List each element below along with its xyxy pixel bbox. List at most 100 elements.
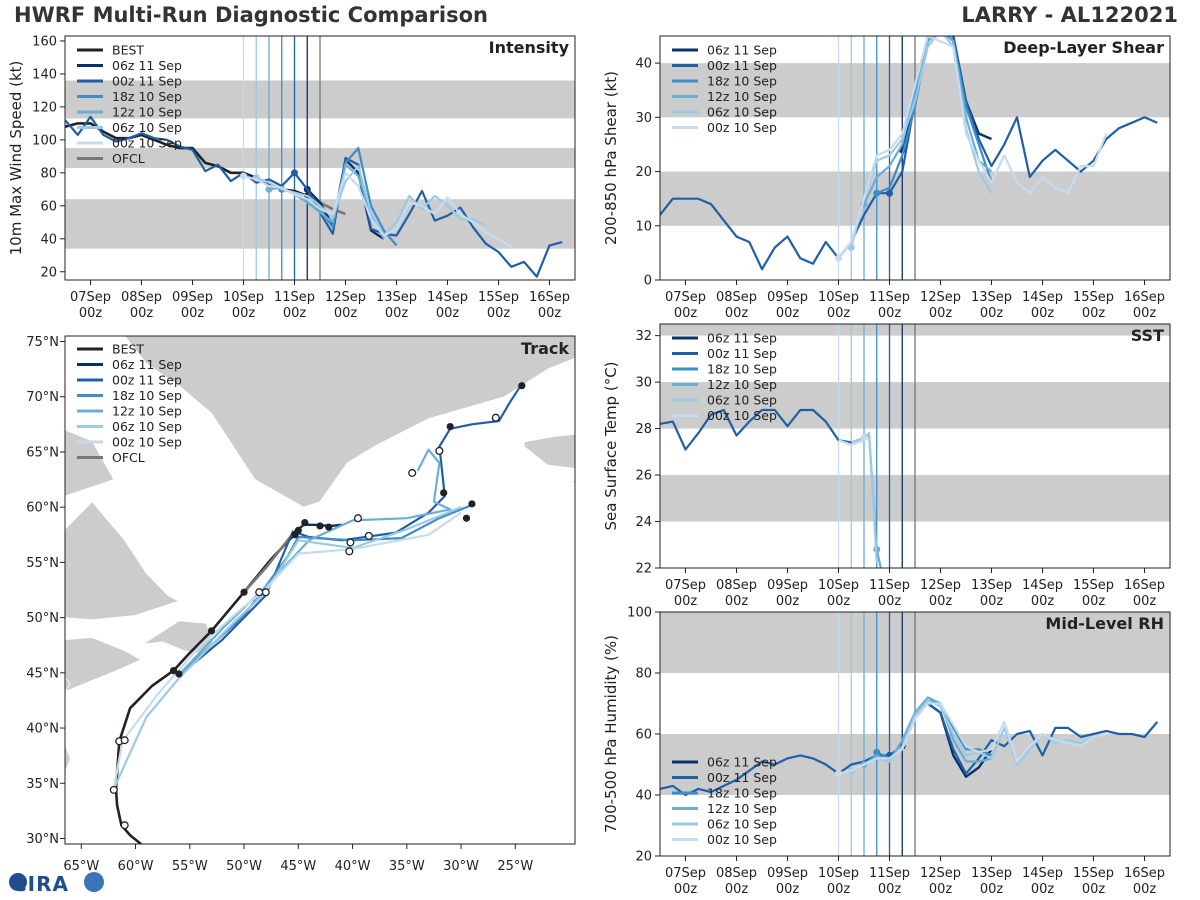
legend-label: 12z 10 Sep: [707, 377, 777, 392]
x-tick-label: 07Sep: [665, 578, 706, 593]
intensity-plot-area: [65, 36, 575, 280]
legend-label: 00z 10 Sep: [112, 435, 182, 450]
x-tick-label: 00z: [980, 882, 1004, 897]
x-tick-label: 14Sep: [1022, 578, 1063, 593]
legend-label: 00z 11 Sep: [112, 74, 182, 89]
legend-label: 12z 10 Sep: [707, 89, 777, 104]
y-axis-label: 10m Max Wind Speed (kt): [7, 61, 25, 256]
y-tick-label: 20: [40, 265, 57, 280]
y-tick-label: 75°N: [26, 335, 59, 350]
x-tick-label: 14Sep: [427, 290, 468, 305]
y-tick-label: 50°N: [26, 611, 59, 626]
x-tick-label: 00z: [1133, 594, 1157, 609]
x-tick-label: 00z: [1082, 306, 1106, 321]
x-tick-label: 00z: [538, 306, 562, 321]
x-tick-label: 11Sep: [869, 290, 910, 305]
plot-frame: [64, 35, 576, 281]
x-tick-label: 00z: [436, 306, 460, 321]
intensity-chart: 2040608010012014016007Sep00z08Sep00z09Se…: [7, 34, 576, 321]
x-tick-label: 09Sep: [767, 578, 808, 593]
y-tick-label: 40: [40, 232, 57, 247]
land-mass: [569, 480, 575, 484]
y-tick-label: 22: [635, 562, 652, 577]
x-tick-label: 30°W: [443, 859, 479, 874]
x-tick-label: 00z: [1082, 594, 1106, 609]
x-tick-label: 40°W: [335, 859, 371, 874]
x-tick-label: 00z: [232, 306, 256, 321]
x-tick-label: 13Sep: [971, 290, 1012, 305]
init-marker: [835, 770, 842, 778]
logo-text: CIRA: [12, 872, 69, 896]
shear-chart: 01020304007Sep00z08Sep00z09Sep00z10Sep00…: [602, 35, 1171, 321]
init-marker: [886, 189, 893, 197]
legend-label: 06z 10 Sep: [707, 105, 777, 120]
track-marker-filled: [325, 523, 333, 531]
land-mass: [65, 637, 142, 693]
x-tick-label: 16Sep: [1124, 578, 1165, 593]
storm-title: LARRY - AL122021: [961, 3, 1178, 27]
init-marker: [265, 185, 273, 193]
legend-label: OFCL: [112, 450, 145, 465]
x-tick-label: 10Sep: [223, 290, 264, 305]
x-tick-label: 00z: [776, 594, 800, 609]
legend-label: 00z 10 Sep: [707, 832, 777, 847]
x-tick-label: 14Sep: [1022, 866, 1063, 881]
y-tick-label: 60: [635, 728, 652, 743]
x-tick-label: 00z: [929, 306, 953, 321]
y-tick-label: 120: [32, 100, 57, 115]
x-tick-label: 13Sep: [971, 866, 1012, 881]
x-tick-label: 09Sep: [767, 866, 808, 881]
x-tick-label: 08Sep: [121, 290, 162, 305]
seal-icon: [84, 872, 104, 892]
legend-label: 00z 10 Sep: [707, 120, 777, 135]
legend-label: 18z 10 Sep: [112, 89, 182, 104]
track-line: [114, 529, 300, 844]
series-line: [838, 439, 865, 446]
legend-label: 06z 10 Sep: [707, 393, 777, 408]
legend-label: 00z 11 Sep: [707, 346, 777, 361]
rh-plot-area: [660, 612, 1170, 856]
shear-plot-area: [660, 36, 1170, 280]
init-marker: [835, 254, 842, 262]
series-line: [255, 165, 487, 237]
land-mass: [65, 336, 180, 621]
x-tick-label: 00z: [674, 306, 698, 321]
legend-label: 00z 11 Sep: [707, 58, 777, 73]
x-tick-label: 10Sep: [818, 866, 859, 881]
series-line: [876, 36, 993, 195]
track-marker-open: [364, 531, 373, 540]
legend-label: BEST: [112, 43, 144, 58]
x-tick-label: 00z: [878, 594, 902, 609]
x-tick-label: 16Sep: [1124, 290, 1165, 305]
x-tick-label: 65°W: [63, 859, 99, 874]
series-line: [838, 702, 1107, 775]
x-tick-label: 00z: [181, 306, 205, 321]
track-marker-open: [353, 514, 363, 523]
x-tick-label: 16Sep: [529, 290, 570, 305]
x-tick-label: 50°W: [226, 859, 262, 874]
y-tick-label: 100: [627, 606, 652, 621]
legend-label: 00z 10 Sep: [112, 136, 182, 151]
y-tick-label: 30°N: [26, 832, 59, 847]
track-marker-filled: [316, 522, 324, 530]
y-tick-label: 100: [32, 133, 57, 148]
x-tick-label: 35°W: [389, 859, 425, 874]
x-tick-label: 60°W: [118, 859, 154, 874]
legend-label: 06z 10 Sep: [707, 817, 777, 832]
chart-title: Intensity: [489, 38, 570, 57]
legend-label: 00z 10 Sep: [707, 408, 777, 423]
track-marker-open: [491, 413, 500, 422]
x-tick-label: 00z: [1031, 594, 1055, 609]
x-tick-label: 08Sep: [716, 290, 757, 305]
track-marker-filled: [468, 500, 476, 508]
land-mass: [65, 744, 71, 773]
y-tick-label: 45°N: [26, 666, 59, 681]
series-line: [850, 36, 993, 248]
legend-label: 06z 11 Sep: [112, 357, 182, 372]
x-tick-label: 45°W: [280, 859, 316, 874]
legend-label: 18z 10 Sep: [707, 786, 777, 801]
track-marker-open: [435, 446, 444, 455]
track-marker-filled: [175, 670, 183, 678]
chart-title: Mid-Level RH: [1045, 614, 1164, 633]
x-tick-label: 15Sep: [1073, 290, 1114, 305]
